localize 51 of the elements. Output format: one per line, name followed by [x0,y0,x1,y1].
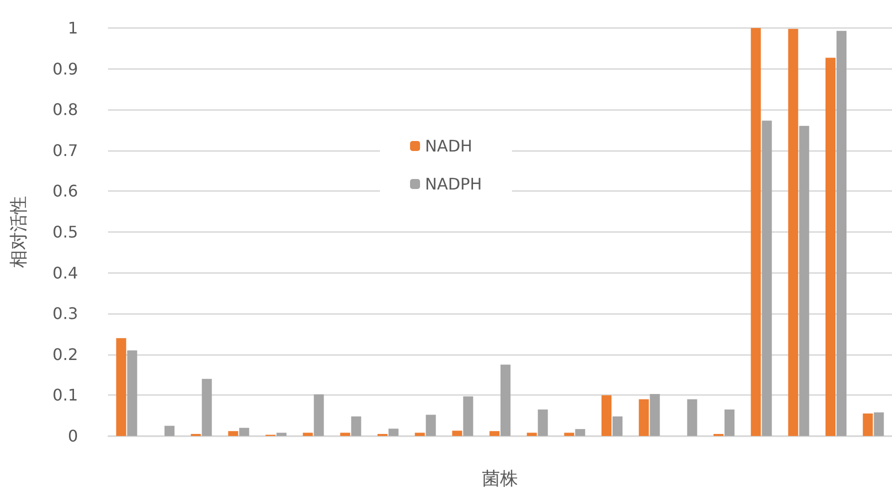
y-tick-label: 0.6 [52,182,78,201]
bar [490,431,500,436]
y-tick-label: 0.4 [52,263,78,282]
bar [750,28,761,436]
y-tick-label: 0.8 [52,100,78,120]
bar [116,338,126,436]
bar [340,432,350,436]
legend-label: NADH [425,136,472,156]
bar [426,414,436,436]
bar [799,126,810,436]
bar [638,399,649,436]
y-tick-label: 0.2 [52,344,78,364]
bar [650,394,660,436]
bar [602,395,612,436]
bar [836,30,846,436]
bar [538,409,548,436]
y-tick-label: 0.1 [52,386,78,405]
bar [687,399,698,436]
bar [500,364,510,436]
y-tick-label: 1 [68,18,78,38]
bar [239,428,250,436]
y-tick-label: 0.7 [52,140,78,160]
bar [302,432,313,436]
bar [526,432,537,436]
bar [463,396,474,436]
bar [314,394,324,436]
bar [564,432,574,436]
bar [724,409,734,436]
y-tick-label: 0.5 [52,222,78,242]
bar [202,378,212,436]
bar [164,426,174,436]
bar [414,432,425,436]
bar [762,120,772,436]
y-tick-label: 0.3 [52,304,78,324]
bar [874,412,884,436]
legend-label: NADPH [425,174,482,194]
y-tick-label: 0 [68,426,78,446]
y-tick-label: 0.9 [52,59,78,78]
x-axis-title: 菌株 [482,468,518,490]
bar [826,58,836,436]
bar [612,416,622,436]
bar [862,414,873,436]
bar [228,431,238,436]
bar [127,350,138,436]
bar [276,432,286,436]
bar [388,428,398,436]
bar [575,429,586,436]
bar [788,28,798,436]
bar [351,416,362,436]
y-axis-title: 相对活性 [8,196,30,268]
bar [452,430,462,436]
